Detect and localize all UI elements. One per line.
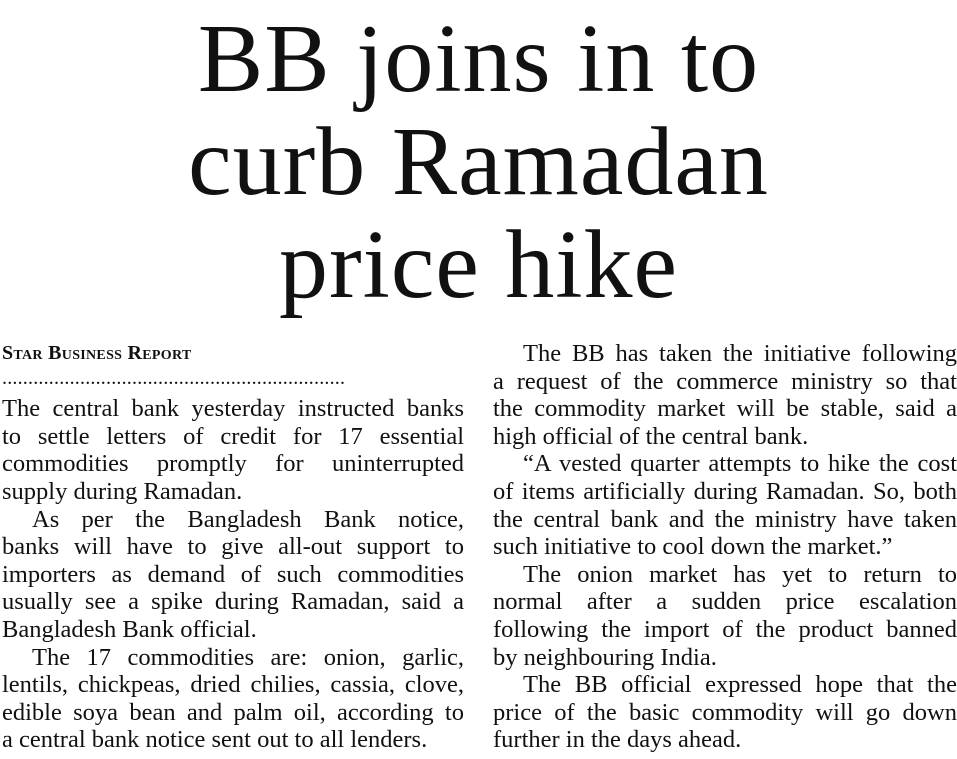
headline-line: price hike [278, 211, 679, 319]
text-line: price of the basic commodity will go dow… [493, 698, 957, 726]
paragraph: The BB has taken the initiative followin… [493, 340, 957, 450]
headline-line: curb Ramadan [188, 108, 769, 216]
text-line: The onion market has yet to return to [523, 560, 957, 588]
text-line: usually see a spike during Ramadan, said… [2, 588, 464, 616]
paragraph: The BB official expressed hope that the p… [493, 671, 957, 754]
text-line: a request of the commerce ministry so th… [493, 367, 957, 395]
text-line: importers as demand of such commodities [2, 560, 464, 588]
text-line: As per the Bangladesh Bank notice, [32, 505, 464, 533]
text-line: further in the days ahead. [493, 726, 742, 754]
paragraph: The central bank yesterday instructed ba… [2, 395, 464, 505]
article-column-right: The BB has taken the initiative followin… [493, 340, 957, 754]
text-line: banks will have to give all-out support … [2, 533, 464, 561]
text-line: The BB official expressed hope that the [523, 671, 957, 699]
text-line: lentils, chickpeas, dried chilies, cassi… [2, 671, 464, 699]
article-column-left: Star Business Report ...................… [2, 340, 464, 754]
byline: Star Business Report [2, 342, 192, 364]
headline: BB joins in to curb Ramadan price hike [0, 8, 957, 317]
text-line: of items artificially during Ramadan. So… [493, 477, 957, 505]
text-line: “A vested quarter attempts to hike the c… [523, 450, 957, 478]
text-line: such initiative to cool down the market.… [493, 533, 893, 561]
text-line: The 17 commodities are: onion, garlic, [32, 643, 464, 671]
text-line: commodities promptly for uninterrupted [2, 450, 464, 478]
text-line: following the import of the product bann… [493, 615, 957, 643]
paragraph: The 17 commodities are: onion, garlic, le… [2, 644, 464, 754]
headline-line: BB joins in to [197, 5, 760, 113]
text-line: supply during Ramadan. [2, 477, 243, 505]
paragraph: As per the Bangladesh Bank notice, banks … [2, 506, 464, 644]
text-line: by neighbouring India. [493, 643, 717, 671]
text-line: to settle letters of credit for 17 essen… [2, 422, 464, 450]
left-column-body: The central bank yesterday instructed ba… [2, 395, 464, 754]
text-line: The central bank yesterday instructed ba… [2, 395, 464, 423]
dotted-separator: ........................................… [2, 367, 346, 389]
text-line: The BB has taken the initiative followin… [523, 340, 957, 367]
text-line: Bangladesh Bank official. [2, 615, 257, 643]
right-column-body: The BB has taken the initiative followin… [493, 340, 957, 754]
text-line: the central bank and the ministry have t… [493, 505, 957, 533]
text-line: normal after a sudden price escalation [493, 588, 957, 616]
paragraph: “A vested quarter attempts to hike the c… [493, 450, 957, 560]
paragraph: The onion market has yet to return to nor… [493, 561, 957, 671]
text-line: a central bank notice sent out to all le… [2, 726, 428, 754]
text-line: edible soya bean and palm oil, according… [2, 698, 464, 726]
text-line: high official of the central bank. [493, 422, 809, 450]
text-line: the commodity market will be stable, sai… [493, 395, 957, 423]
